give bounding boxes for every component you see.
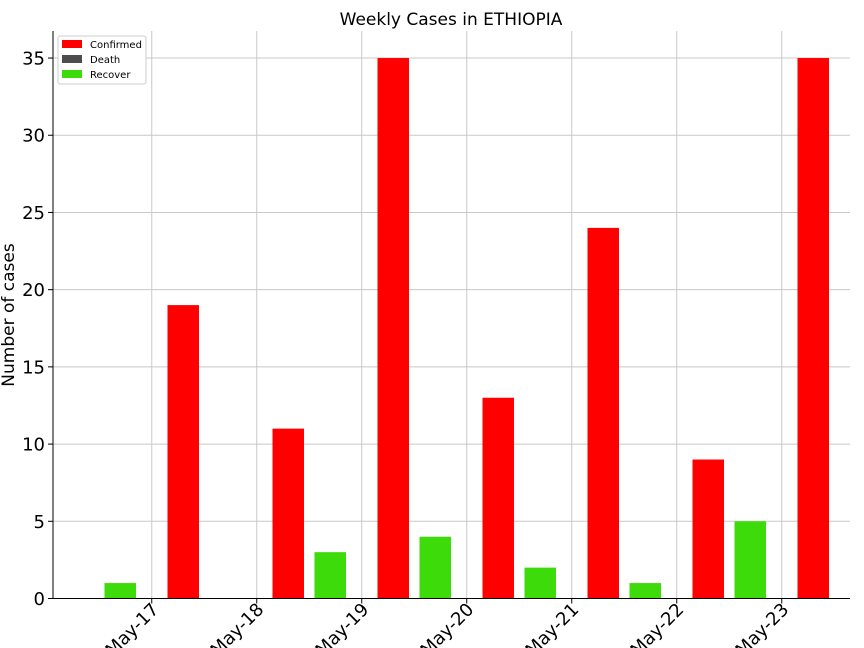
y-tick-label: 20: [22, 280, 45, 301]
legend-swatch-confirmed: [62, 40, 82, 48]
x-tick-label: May-18: [207, 599, 269, 648]
y-tick-label: 30: [22, 126, 45, 147]
y-tick-label: 0: [34, 589, 45, 610]
bar-confirmed: [797, 58, 829, 599]
y-tick-label: 35: [22, 49, 45, 70]
bar-recover: [629, 583, 661, 599]
legend-swatch-death: [62, 55, 82, 63]
bar-recover: [734, 521, 766, 599]
x-ticks: May-17 May-18 May-19 May-20 May-21 May-22 May-…: [102, 598, 794, 648]
axes: [52, 31, 850, 599]
bar-recover: [524, 567, 556, 599]
legend-label-death: Death: [90, 55, 120, 66]
bar-confirmed: [587, 227, 619, 599]
x-tick-label: May-20: [417, 599, 479, 648]
x-tick-label: May-23: [732, 599, 794, 648]
bar-confirmed: [272, 428, 304, 599]
x-tick-label: May-19: [312, 599, 374, 648]
y-tick-label: 5: [34, 512, 45, 533]
bar-confirmed: [377, 58, 409, 599]
chart-title: Weekly Cases in ETHIOPIA: [340, 10, 563, 30]
y-tick-label: 15: [22, 357, 45, 378]
grid: [53, 31, 850, 599]
legend-label-confirmed: Confirmed: [90, 40, 142, 51]
y-axis-label: Number of cases: [0, 243, 19, 387]
bars: [104, 58, 829, 599]
x-tick-label: May-22: [627, 599, 689, 648]
bar-confirmed: [167, 305, 199, 599]
bar-confirmed: [482, 397, 514, 599]
y-tick-label: 25: [22, 203, 45, 224]
bar-confirmed: [692, 459, 724, 599]
bar-recover: [104, 583, 136, 599]
legend-swatch-recover: [62, 70, 82, 78]
y-ticks: 0 5 10 15 20 25 30 35: [22, 49, 53, 610]
x-tick-label: May-21: [522, 599, 584, 648]
legend: Confirmed Death Recover: [57, 35, 147, 85]
x-tick-label: May-17: [102, 599, 164, 648]
bar-recover: [314, 552, 346, 599]
legend-label-recover: Recover: [90, 70, 131, 81]
bar-recover: [419, 536, 451, 599]
y-tick-label: 10: [22, 435, 45, 456]
